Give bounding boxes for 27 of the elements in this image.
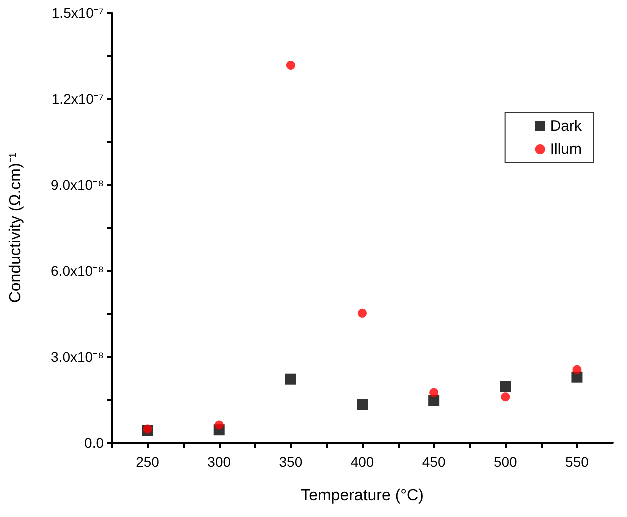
y-tick-label: 1.5x10⁻⁷ [52,5,104,21]
x-tick-label: 250 [136,454,160,470]
point [572,365,582,374]
x-tick-label: 450 [422,454,446,470]
point [430,388,439,398]
y-tick-label: 9.0x10⁻⁸ [51,177,104,193]
point [358,308,367,318]
x-tick-label: 400 [350,454,374,470]
x-tick-label: 500 [494,454,518,470]
x-tick-label: 350 [279,454,303,470]
legend-label: Illum [550,141,582,158]
point [357,399,368,410]
y-tick-label: 3.0x10⁻⁸ [51,349,104,365]
point [143,424,152,434]
y-axis-title: Conductivity (Ω.cm)⁻¹ [8,152,24,304]
y-tick-label: 6.0x10⁻⁸ [51,263,104,279]
x-axis-title: Temperature (°C) [301,488,424,504]
y-tick-label: 0.0 [84,435,104,451]
x-tick-label: 550 [566,454,590,470]
legend-label: Dark [550,118,582,135]
x-tick-label: 300 [208,454,232,470]
point [500,381,512,392]
point [285,374,296,385]
y-tick-label: 1.2x10⁻⁷ [52,91,104,107]
point [501,392,510,402]
point [214,420,224,430]
point [286,60,296,70]
